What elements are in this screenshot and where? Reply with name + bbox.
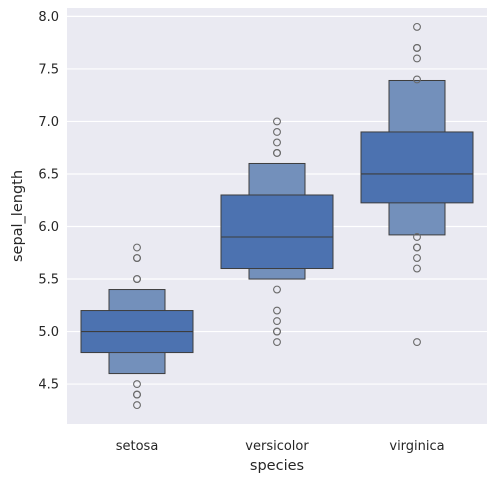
y-ticks: 4.5 5.0 5.5 6.0 6.5 7.0 7.5 8.0	[38, 10, 59, 393]
outliers	[133, 22, 421, 410]
outlier-point	[273, 317, 281, 326]
outlier-point	[413, 243, 421, 252]
y-tick-label: 8.0	[38, 10, 59, 25]
box-inner	[360, 131, 474, 204]
outlier-point	[133, 243, 141, 252]
x-axis-label: species	[250, 458, 304, 474]
outlier-point	[413, 233, 421, 241]
y-tick-label: 6.5	[38, 167, 59, 182]
outlier-point	[413, 43, 421, 52]
x-tick-label: versicolor	[245, 439, 309, 454]
outlier-point	[273, 285, 281, 294]
outlier-point	[413, 338, 421, 347]
x-tick-label: setosa	[116, 439, 159, 454]
y-tick-label: 6.0	[38, 220, 59, 235]
outlier-point	[413, 264, 421, 273]
y-tick-label: 5.5	[38, 273, 59, 288]
outlier-point	[133, 401, 141, 410]
outlier-point	[413, 22, 421, 31]
y-tick-label: 7.5	[38, 62, 59, 77]
outlier-point	[273, 306, 281, 315]
outlier-point	[413, 75, 421, 84]
outlier-point	[133, 380, 141, 389]
box-inner	[220, 194, 334, 270]
x-tick-label: virginica	[389, 439, 444, 454]
outlier-point	[133, 275, 141, 283]
outlier-point	[413, 54, 421, 63]
outlier-point	[273, 138, 281, 147]
y-tick-label: 7.0	[38, 115, 59, 130]
boxes	[80, 79, 474, 375]
outlier-point	[133, 390, 141, 399]
outlier-point	[273, 149, 281, 157]
y-tick-label: 5.0	[38, 325, 59, 340]
outlier-point	[133, 254, 141, 262]
y-axis-label: sepal_length	[10, 170, 26, 262]
outlier-point	[413, 254, 421, 262]
outlier-point	[273, 327, 281, 336]
x-ticks: setosa versicolor virginica	[116, 439, 445, 454]
outlier-point	[273, 338, 281, 347]
outlier-point	[273, 117, 281, 126]
y-tick-label: 4.5	[38, 378, 59, 393]
outlier-point	[273, 128, 281, 136]
